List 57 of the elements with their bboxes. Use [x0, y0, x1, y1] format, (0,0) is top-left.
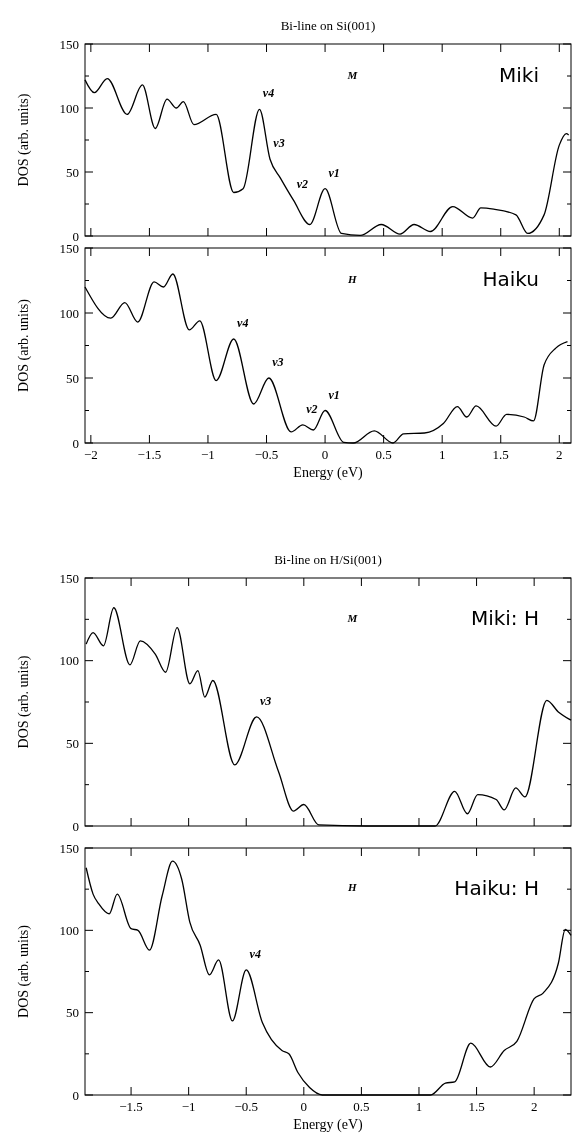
x-tick-label: −0.5: [254, 447, 279, 462]
y-tick-label: 0: [72, 1087, 79, 1103]
y-tick-label: 50: [66, 1005, 79, 1021]
y-tick-label: 0: [72, 435, 79, 451]
x-tick-label: 0.5: [353, 1099, 370, 1114]
annotation: H: [347, 273, 358, 286]
annotation: Miki: H: [470, 605, 539, 630]
annotation: v4: [249, 946, 261, 961]
x-tick-label: 1.5: [492, 447, 509, 462]
y-tick-label: 100: [59, 653, 79, 669]
y-tick-label: 50: [66, 735, 79, 751]
annotation: v2: [306, 401, 318, 416]
y-axis-title: DOS (arb. units): [16, 93, 32, 187]
annotation: Miki: [499, 62, 539, 87]
y-tick-label: 50: [66, 164, 79, 180]
annotation: Haiku: H: [454, 875, 539, 900]
x-tick-label: −1: [201, 447, 215, 462]
annotation: M: [346, 611, 359, 624]
y-axis-title: DOS (arb. units): [16, 298, 32, 392]
y-tick-label: 50: [66, 370, 79, 386]
x-tick-label: 0: [321, 447, 329, 462]
annotation: v4: [237, 316, 249, 330]
y-tick-label: 100: [59, 922, 79, 938]
x-axis-title: Energy (eV): [293, 465, 363, 481]
chart-title: Bi-line on Si(001): [280, 18, 376, 33]
x-tick-label: 0.5: [375, 447, 392, 462]
y-tick-label: 150: [59, 36, 79, 52]
annotation: v4: [262, 86, 275, 101]
x-tick-label: 2: [556, 447, 563, 462]
annotation: v3: [273, 136, 285, 151]
y-tick-label: 150: [59, 840, 79, 856]
x-tick-label: 1.5: [468, 1099, 485, 1114]
x-tick-label: −1.5: [137, 447, 162, 462]
x-tick-label: −0.5: [234, 1099, 259, 1114]
y-tick-label: 100: [59, 100, 79, 116]
x-tick-label: −1: [181, 1099, 196, 1114]
x-tick-label: 1: [438, 447, 446, 462]
y-axis-title: DOS (arb. units): [16, 655, 32, 749]
x-tick-label: 1: [415, 1099, 423, 1114]
x-tick-label: −1.5: [119, 1099, 143, 1114]
annotation: H: [347, 881, 358, 894]
y-axis-title: DOS (arb. units): [16, 924, 32, 1018]
y-tick-label: 0: [72, 818, 79, 834]
y-tick-label: 150: [59, 570, 79, 586]
annotation: v3: [272, 355, 284, 369]
x-tick-label: 0: [300, 1099, 308, 1114]
x-tick-label: −2: [83, 447, 98, 462]
annotation: v1: [328, 387, 340, 402]
annotation: M: [346, 68, 359, 81]
x-axis-title: Energy (eV): [293, 1117, 363, 1133]
x-tick-label: 2: [530, 1099, 538, 1114]
annotation: v3: [259, 693, 272, 708]
chart-title: Bi-line on H/Si(001): [274, 552, 382, 567]
annotation: v2: [296, 177, 309, 192]
annotation: v1: [328, 165, 340, 180]
y-tick-label: 100: [59, 305, 79, 321]
annotation: Haiku: [482, 267, 539, 292]
